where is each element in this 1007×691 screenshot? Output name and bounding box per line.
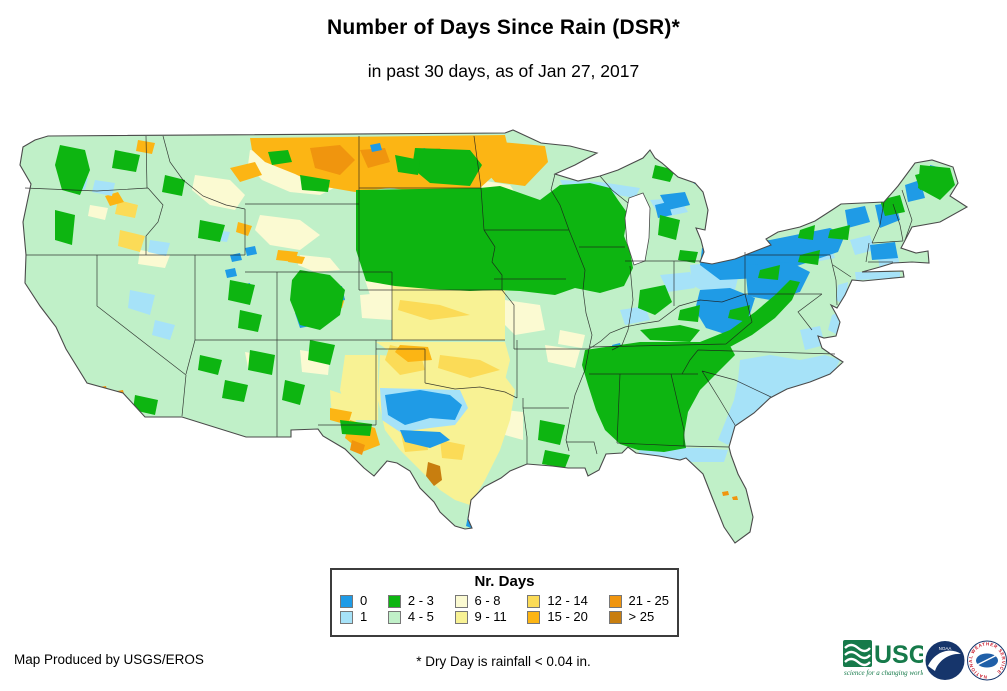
legend-label: > 25 bbox=[628, 609, 655, 624]
usgs-logo: USGS science for a changing world bbox=[843, 640, 923, 677]
legend-label: 0 bbox=[360, 593, 368, 608]
legend-label: 6 - 8 bbox=[474, 593, 501, 608]
nws-logo-front-line bbox=[976, 654, 998, 666]
legend-label: 4 - 5 bbox=[407, 609, 434, 624]
legend-swatch bbox=[527, 594, 541, 608]
legend-swatch bbox=[608, 594, 622, 608]
legend-item: 1 bbox=[340, 609, 367, 625]
legend-item: 4 - 5 bbox=[387, 609, 434, 625]
legend-item: > 25 bbox=[608, 609, 669, 625]
page-title: Number of Days Since Rain (DSR)* bbox=[327, 16, 680, 39]
noaa-logo-gull bbox=[928, 650, 961, 671]
legend-swatch bbox=[608, 610, 622, 624]
usgs-logo-tagline: science for a changing world bbox=[844, 669, 923, 677]
legend-label: 12 - 14 bbox=[547, 593, 588, 608]
regions-2-3-days bbox=[55, 145, 955, 468]
state-borders bbox=[24, 135, 913, 464]
page-subtitle: in past 30 days, as of Jan 27, 2017 bbox=[367, 61, 640, 81]
noaa-logo-text: NOAA bbox=[939, 646, 952, 651]
legend-item: 6 - 8 bbox=[454, 593, 507, 609]
footnote-text: * Dry Day is rainfall < 0.04 in. bbox=[416, 654, 591, 669]
legend-swatch bbox=[387, 594, 401, 608]
usgs-logo-waves bbox=[844, 643, 871, 667]
legend-label: 21 - 25 bbox=[628, 593, 669, 608]
legend-item: 21 - 25 bbox=[608, 593, 669, 609]
legend-item: 2 - 3 bbox=[387, 593, 434, 609]
legend-swatch bbox=[454, 610, 468, 624]
usgs-logo-text: USGS bbox=[874, 641, 923, 669]
legend-title: Nr. Days bbox=[474, 573, 535, 590]
legend-label: 1 bbox=[360, 609, 368, 624]
credit-text: Map Produced by USGS/EROS bbox=[14, 652, 204, 667]
nws-logo: NATIONAL WEATHER SERVICE bbox=[967, 640, 1007, 681]
us-outline bbox=[19, 129, 969, 544]
legend-swatch bbox=[340, 594, 353, 608]
legend-swatch bbox=[454, 594, 468, 608]
legend-label: 9 - 11 bbox=[474, 609, 507, 624]
regions-over-25-days bbox=[426, 462, 442, 486]
legend-item: 0 bbox=[340, 593, 367, 609]
legend-label: 2 - 3 bbox=[407, 593, 434, 608]
legend-item: 12 - 14 bbox=[527, 593, 588, 609]
legend-label: 15 - 20 bbox=[547, 609, 588, 624]
legend-item: 9 - 11 bbox=[454, 609, 507, 625]
regions-21-25-days bbox=[100, 145, 738, 500]
legend-item: 15 - 20 bbox=[527, 609, 588, 625]
noaa-logo: NOAA bbox=[925, 641, 965, 680]
legend-swatch bbox=[527, 610, 541, 624]
legend-swatch bbox=[387, 610, 401, 624]
legend-swatch bbox=[340, 610, 353, 624]
